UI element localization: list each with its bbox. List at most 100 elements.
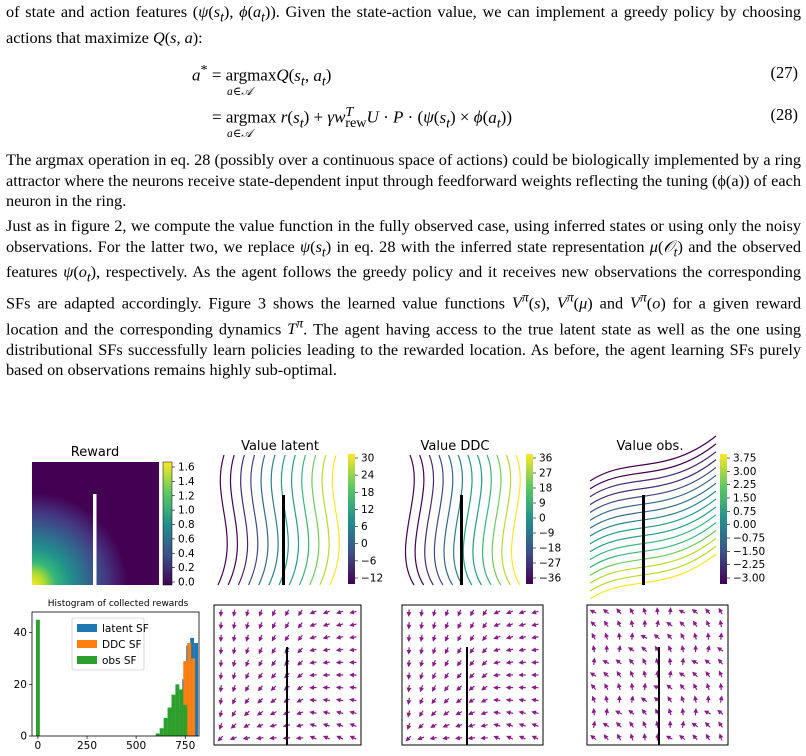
quiver-arrow xyxy=(245,672,250,680)
quiver-arrow xyxy=(616,608,622,615)
histogram-axes: 0 250 500 750 0 20 40 xyxy=(14,627,196,752)
value-latent-colorbar-ticks: 30 24 18 12 6 0 −6 −12 xyxy=(355,453,383,585)
quiver-arrow xyxy=(455,710,463,716)
histogram-bar xyxy=(163,717,168,736)
quiver-wall xyxy=(466,647,468,745)
x-tick-label: 0 xyxy=(35,740,42,752)
quiver-arrow xyxy=(518,647,526,653)
eq28-number: (28) xyxy=(770,105,799,124)
quiver-arrow xyxy=(691,722,699,728)
quiver-arrow xyxy=(642,682,648,691)
quiver-arrow xyxy=(455,723,463,728)
contour-line xyxy=(589,514,717,561)
quiver-arrow xyxy=(218,697,224,706)
contour-line xyxy=(309,454,320,586)
quiver-arrow xyxy=(231,634,237,643)
quiver-arrow xyxy=(454,735,463,741)
legend-swatch xyxy=(77,624,97,632)
quiver-arrow xyxy=(693,695,698,703)
quiver-arrow xyxy=(231,710,237,717)
quiver-arrow xyxy=(349,634,357,640)
quiver-arrow xyxy=(258,609,264,617)
quiver-frame xyxy=(586,604,729,746)
quiver-arrow xyxy=(667,645,673,653)
quiver-arrow xyxy=(258,622,264,630)
quiver-arrow xyxy=(419,697,424,705)
contour-line xyxy=(589,490,717,537)
quiver-arrow xyxy=(518,723,526,728)
quiver-arrow xyxy=(505,660,514,665)
quiver-arrow xyxy=(430,710,437,717)
quiver-arrow xyxy=(680,695,686,703)
quiver-arrow xyxy=(432,622,437,630)
value-ddc-panel: Value DDC 36 27 18 9 0 −9 −18 −27 −36 xyxy=(404,439,561,586)
quiver-arrow xyxy=(629,670,635,678)
quiver-obs-panel xyxy=(586,604,729,746)
quiver-arrow xyxy=(419,710,424,717)
quiver-arrow xyxy=(617,644,622,653)
quiver-arrow xyxy=(692,671,698,678)
quiver-arrow xyxy=(455,698,463,704)
colorbar-tick-label: 18 xyxy=(539,483,552,495)
contour-line xyxy=(298,454,310,586)
quiver-arrow xyxy=(417,735,425,741)
colorbar-tick-label: 1.50 xyxy=(733,493,756,505)
quiver-arrow xyxy=(518,622,526,627)
quiver-arrow xyxy=(591,695,597,703)
quiver-arrow xyxy=(269,723,277,728)
quiver-arrow xyxy=(429,735,437,741)
legend-label: obs SF xyxy=(102,655,137,667)
quiver-arrow xyxy=(296,710,304,716)
quiver-arrow xyxy=(468,698,475,703)
quiver-arrow xyxy=(602,660,610,665)
colorbar-tick-label: 3.75 xyxy=(733,453,756,465)
contour-line xyxy=(319,454,330,586)
histogram-bar xyxy=(191,658,196,736)
colorbar-tick-label: −6 xyxy=(361,555,377,567)
quiver-arrow xyxy=(691,660,699,665)
quiver-arrow xyxy=(284,634,290,642)
contour-line xyxy=(443,454,454,586)
quiver-arrow xyxy=(518,634,526,640)
colorbar-tick-label: 2.25 xyxy=(733,479,756,491)
quiver-arrow xyxy=(591,720,597,728)
quiver-arrow xyxy=(505,710,514,716)
quiver-arrow xyxy=(258,647,264,655)
colorbar-tick-label: 1.6 xyxy=(178,462,195,474)
quiver-arrow xyxy=(655,733,660,741)
quiver-arrow xyxy=(603,620,609,628)
colorbar-tick-label: 12 xyxy=(361,504,374,516)
quiver-arrow xyxy=(693,707,698,716)
contour-line xyxy=(589,498,717,545)
quiver-arrow xyxy=(269,710,277,716)
colorbar-tick-label: 36 xyxy=(539,453,553,465)
colorbar-tick-label: −3.00 xyxy=(733,573,765,585)
histogram-bar xyxy=(35,619,40,736)
quiver-arrow xyxy=(430,723,437,728)
value-obs-contours xyxy=(589,435,717,600)
value-latent-title: Value latent xyxy=(241,439,319,454)
quiver-arrow xyxy=(444,609,450,617)
quiver-arrow xyxy=(493,735,501,741)
quiver-arrow xyxy=(705,608,711,615)
histogram-bar xyxy=(183,705,188,736)
quiver-arrow xyxy=(629,695,635,703)
quiver-arrow xyxy=(309,660,317,665)
quiver-arrow xyxy=(655,619,660,628)
quiver-arrow xyxy=(678,672,686,677)
value-obs-panel: Value obs. 3.753.002.25 1.500.750.00 −0.75… xyxy=(589,435,765,600)
quiver-ddc-panel xyxy=(401,604,544,746)
quiver-arrow xyxy=(693,632,698,640)
y-tick-label: 20 xyxy=(14,679,27,691)
quiver-arrow xyxy=(602,608,610,615)
quiver-arrow xyxy=(322,697,330,703)
quiver-arrow xyxy=(335,647,344,653)
quiver-arrow xyxy=(518,735,526,741)
contour-line xyxy=(589,553,717,600)
colorbar-tick-label: −36 xyxy=(539,573,561,585)
quiver-arrow xyxy=(309,622,317,627)
colorbar-tick-label: 3.00 xyxy=(733,466,756,478)
quiver-arrow xyxy=(506,609,514,615)
quiver-arrow xyxy=(285,609,290,617)
eq28-subscript: a∈𝒜 xyxy=(227,128,253,140)
